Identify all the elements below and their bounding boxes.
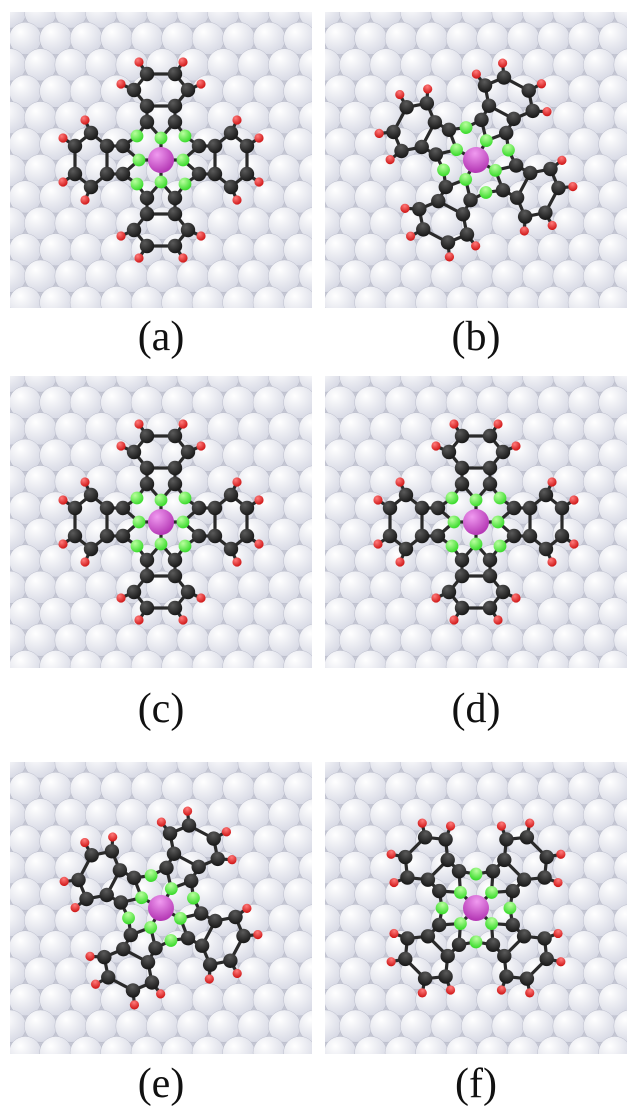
caption-c: (c) bbox=[137, 686, 185, 732]
caption-a: (a) bbox=[137, 314, 185, 360]
caption-b: (b) bbox=[451, 314, 501, 360]
molecule bbox=[386, 818, 566, 998]
surface-image bbox=[10, 376, 312, 668]
substrate-atoms bbox=[325, 376, 627, 668]
molecule bbox=[373, 419, 579, 625]
caption-d: (d) bbox=[451, 686, 501, 732]
surface-image bbox=[10, 762, 312, 1054]
molecule bbox=[58, 57, 264, 263]
molecule bbox=[58, 419, 264, 625]
molecule bbox=[59, 806, 263, 1010]
caption-f: (f) bbox=[455, 1061, 497, 1107]
panel-d bbox=[325, 376, 627, 668]
molecule bbox=[374, 58, 578, 262]
caption-e: (e) bbox=[137, 1061, 185, 1107]
surface-image bbox=[325, 376, 627, 668]
panel-a bbox=[10, 12, 312, 308]
surface-image bbox=[325, 12, 627, 308]
panel-c bbox=[10, 376, 312, 668]
panel-e bbox=[10, 762, 312, 1054]
surface-image bbox=[325, 762, 627, 1054]
panel-b bbox=[325, 12, 627, 308]
surface-image bbox=[10, 12, 312, 308]
panel-f bbox=[325, 762, 627, 1054]
